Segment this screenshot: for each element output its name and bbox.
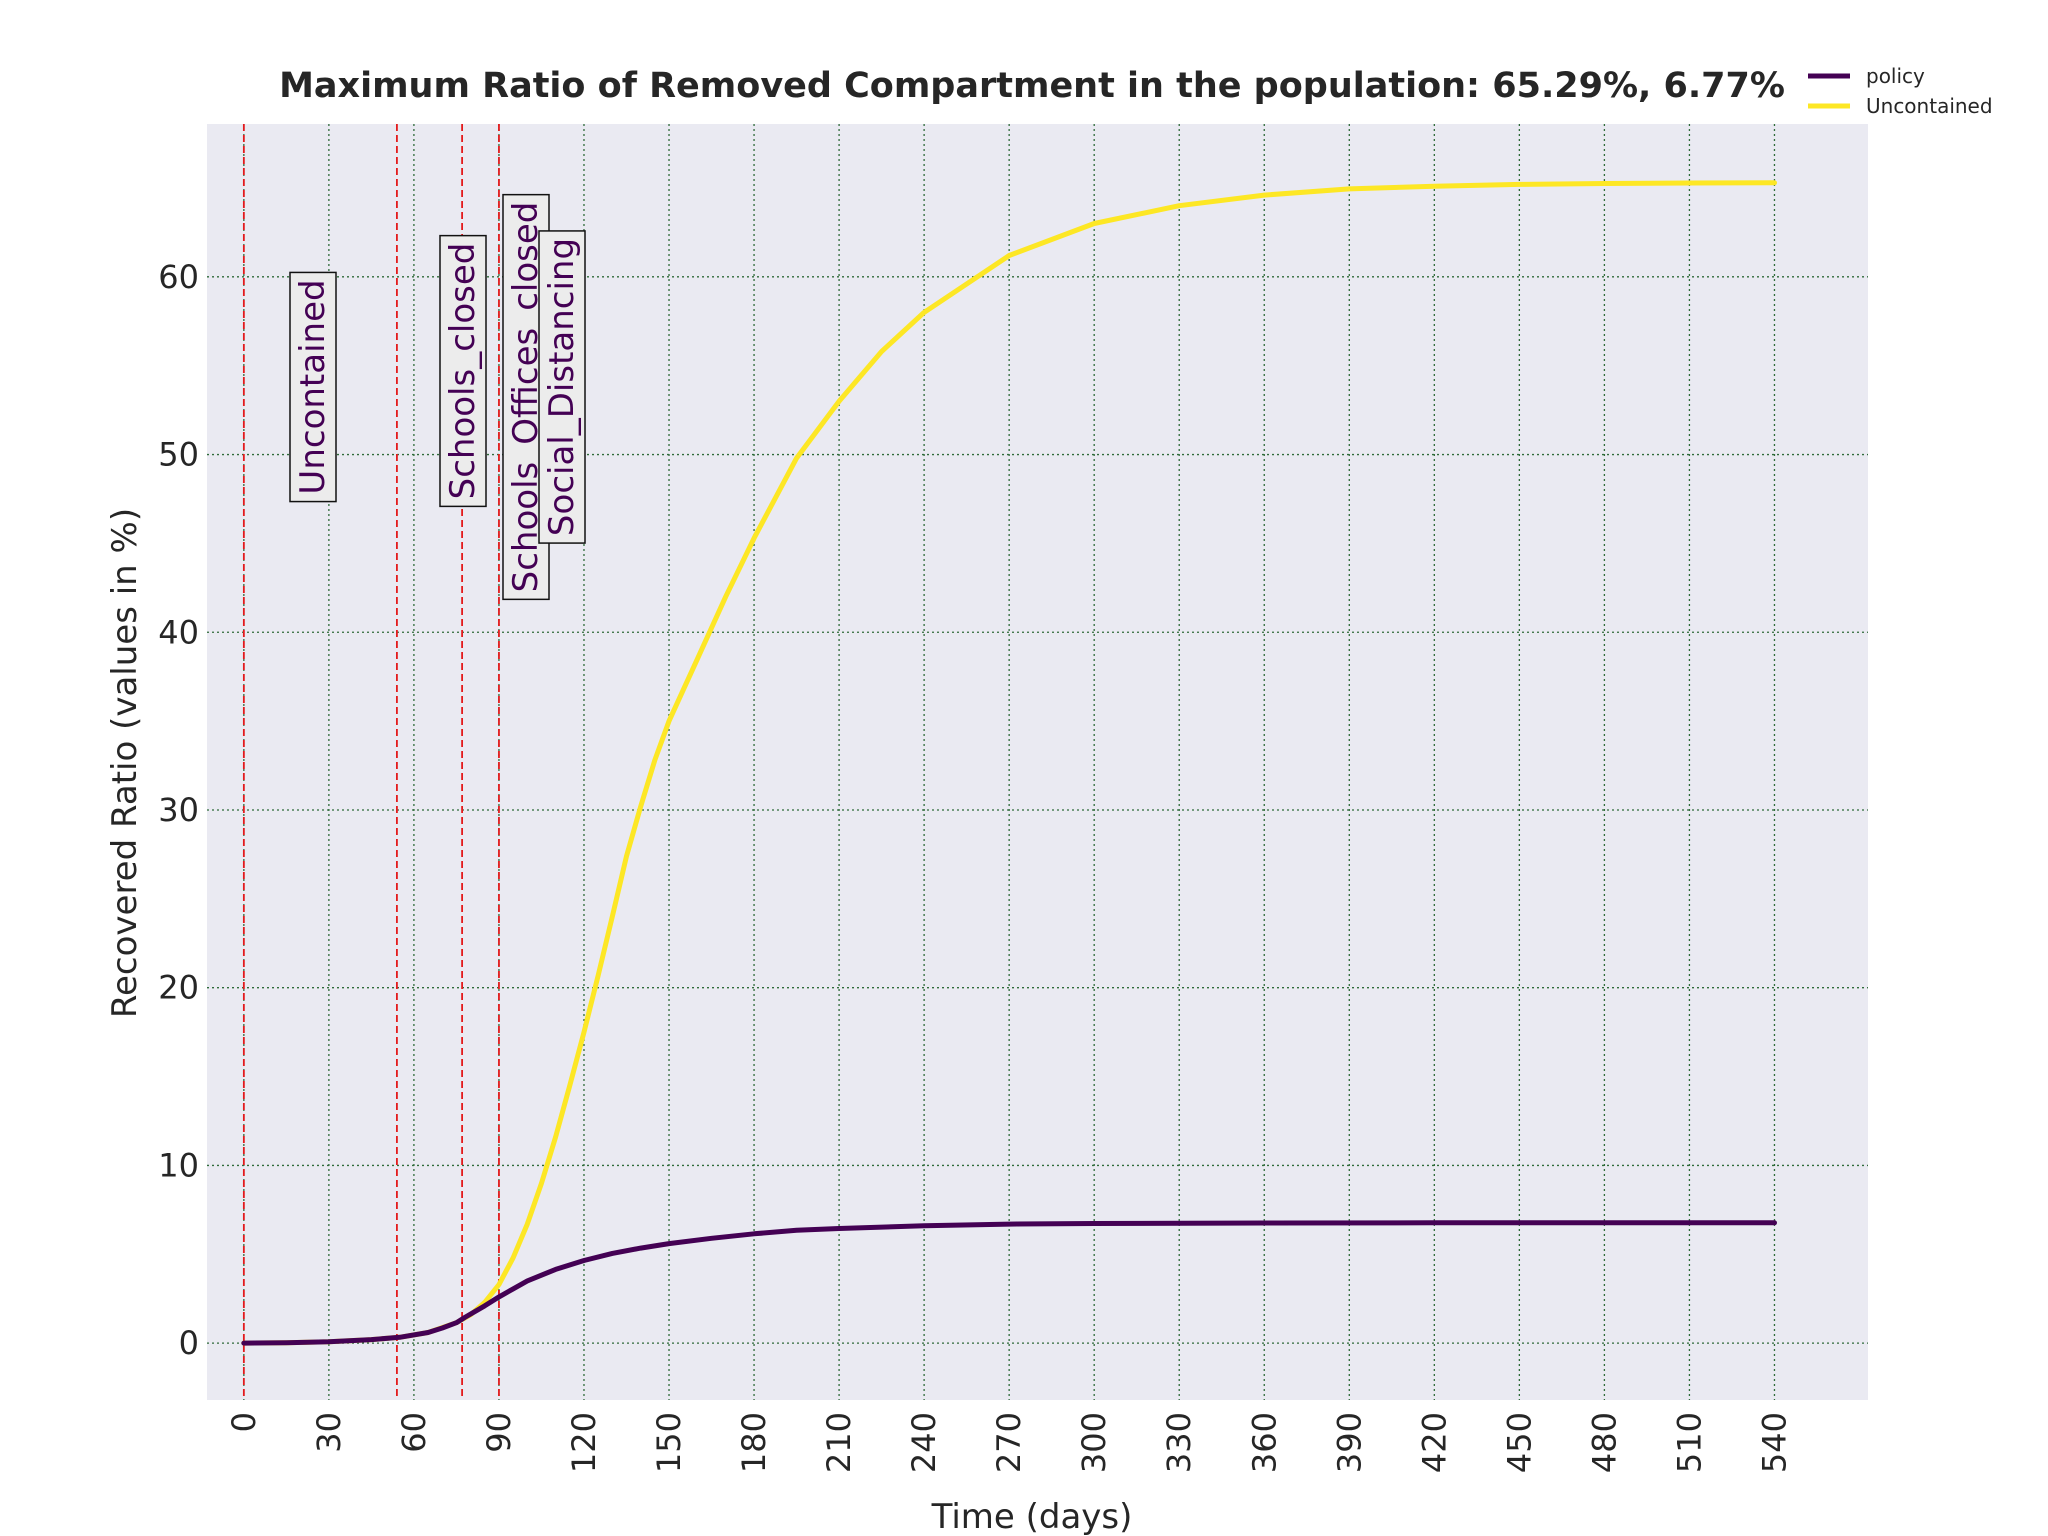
policy-marker-labels: Uncontained Schools_closed Schools_Offices… [289, 193, 586, 601]
policy-label-text: Uncontained [293, 279, 333, 494]
x-tick-label: 150 [650, 1412, 688, 1473]
legend-label-uncontained: Uncontained [1866, 94, 1993, 118]
x-tick-label: 210 [820, 1412, 858, 1473]
legend: policy Uncontained [1808, 64, 1993, 118]
y-axis-title: Recovered Ratio (values in %) [105, 508, 145, 1018]
x-tick-label: 510 [1670, 1412, 1708, 1473]
x-tick-label: 180 [735, 1412, 773, 1473]
x-tick-label: 0 [225, 1412, 263, 1432]
x-tick-label: 270 [990, 1412, 1028, 1473]
x-tick-label: 120 [565, 1412, 603, 1473]
y-tick-label: 30 [158, 791, 199, 829]
x-tick-label: 390 [1330, 1412, 1368, 1473]
policy-label-box [289, 271, 337, 503]
chart-title: Maximum Ratio of Removed Compartment in … [279, 66, 1785, 106]
x-tick-label: 360 [1245, 1412, 1283, 1473]
policy-label-text: Social_Distancing [542, 238, 582, 536]
x-axis-title: Time (days) [931, 1497, 1133, 1536]
x-tick-label: 540 [1755, 1412, 1793, 1473]
series-line-policy [241, 1220, 1777, 1346]
policy-marker-label: Schools_closed [439, 234, 487, 508]
x-tick-label: 240 [905, 1412, 943, 1473]
policy-marker-label: Social_Distancing [538, 230, 586, 544]
tick-labels: 0 30 60 90 120 150 180 210 240 270 300 330 360 390 420… [158, 258, 1793, 1473]
y-tick-label: 20 [158, 969, 199, 1007]
x-tick-label: 480 [1585, 1412, 1623, 1473]
y-tick-label: 60 [158, 258, 199, 296]
x-tick-label: 420 [1415, 1412, 1453, 1473]
x-tick-label: 60 [395, 1412, 433, 1453]
x-tick-label: 330 [1160, 1412, 1198, 1473]
policy-label-box [538, 230, 586, 544]
policy-marker-label: Uncontained [289, 271, 337, 503]
y-tick-label: 40 [158, 613, 199, 651]
y-tick-label: 10 [158, 1146, 199, 1184]
y-tick-label: 50 [158, 436, 199, 474]
x-tick-label: 450 [1500, 1412, 1538, 1473]
x-tick-label: 30 [310, 1412, 348, 1453]
y-tick-label: 0 [179, 1324, 199, 1362]
policy-label-text: Schools_closed [443, 243, 483, 500]
x-tick-label: 90 [480, 1412, 518, 1453]
x-tick-label: 300 [1075, 1412, 1113, 1473]
legend-label-policy: policy [1866, 64, 1925, 88]
series-lines [241, 180, 1777, 1346]
policy-label-box [439, 234, 487, 508]
